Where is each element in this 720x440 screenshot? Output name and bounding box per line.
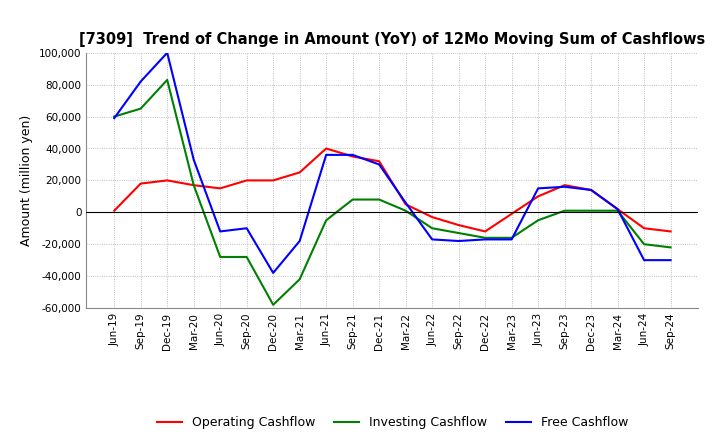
Investing Cashflow: [560, 208, 569, 213]
Operating Cashflow: [613, 206, 622, 212]
Investing Cashflow: [163, 77, 171, 83]
Free Cashflow: [348, 152, 357, 158]
Legend: Operating Cashflow, Investing Cashflow, Free Cashflow: Operating Cashflow, Investing Cashflow, …: [152, 411, 633, 434]
Free Cashflow: [454, 238, 463, 244]
Free Cashflow: [136, 79, 145, 84]
Free Cashflow: [534, 186, 542, 191]
Operating Cashflow: [163, 178, 171, 183]
Investing Cashflow: [428, 226, 436, 231]
Operating Cashflow: [454, 222, 463, 228]
Free Cashflow: [508, 237, 516, 242]
Line: Operating Cashflow: Operating Cashflow: [114, 149, 670, 231]
Free Cashflow: [269, 270, 277, 275]
Operating Cashflow: [481, 229, 490, 234]
Operating Cashflow: [401, 202, 410, 207]
Investing Cashflow: [666, 245, 675, 250]
Operating Cashflow: [243, 178, 251, 183]
Free Cashflow: [481, 237, 490, 242]
Investing Cashflow: [640, 242, 649, 247]
Y-axis label: Amount (million yen): Amount (million yen): [20, 115, 34, 246]
Free Cashflow: [613, 206, 622, 212]
Investing Cashflow: [613, 208, 622, 213]
Operating Cashflow: [269, 178, 277, 183]
Operating Cashflow: [587, 187, 595, 193]
Free Cashflow: [401, 200, 410, 205]
Line: Investing Cashflow: Investing Cashflow: [114, 80, 670, 305]
Operating Cashflow: [295, 170, 304, 175]
Investing Cashflow: [587, 208, 595, 213]
Operating Cashflow: [375, 159, 384, 164]
Investing Cashflow: [375, 197, 384, 202]
Operating Cashflow: [560, 183, 569, 188]
Free Cashflow: [322, 152, 330, 158]
Investing Cashflow: [295, 277, 304, 282]
Operating Cashflow: [428, 214, 436, 220]
Operating Cashflow: [640, 226, 649, 231]
Investing Cashflow: [454, 231, 463, 236]
Investing Cashflow: [348, 197, 357, 202]
Free Cashflow: [216, 229, 225, 234]
Operating Cashflow: [534, 194, 542, 199]
Investing Cashflow: [216, 254, 225, 260]
Investing Cashflow: [110, 114, 119, 119]
Operating Cashflow: [216, 186, 225, 191]
Investing Cashflow: [534, 218, 542, 223]
Free Cashflow: [560, 184, 569, 189]
Investing Cashflow: [322, 218, 330, 223]
Operating Cashflow: [508, 211, 516, 216]
Investing Cashflow: [481, 235, 490, 240]
Free Cashflow: [189, 157, 198, 162]
Investing Cashflow: [269, 302, 277, 308]
Free Cashflow: [163, 50, 171, 55]
Operating Cashflow: [136, 181, 145, 186]
Operating Cashflow: [666, 229, 675, 234]
Free Cashflow: [428, 237, 436, 242]
Operating Cashflow: [322, 146, 330, 151]
Operating Cashflow: [110, 208, 119, 213]
Operating Cashflow: [348, 154, 357, 159]
Free Cashflow: [295, 238, 304, 244]
Free Cashflow: [375, 162, 384, 167]
Free Cashflow: [587, 187, 595, 193]
Investing Cashflow: [508, 235, 516, 240]
Investing Cashflow: [243, 254, 251, 260]
Free Cashflow: [110, 116, 119, 121]
Title: [7309]  Trend of Change in Amount (YoY) of 12Mo Moving Sum of Cashflows: [7309] Trend of Change in Amount (YoY) o…: [79, 33, 706, 48]
Free Cashflow: [666, 257, 675, 263]
Investing Cashflow: [189, 183, 198, 188]
Line: Free Cashflow: Free Cashflow: [114, 53, 670, 273]
Investing Cashflow: [136, 106, 145, 111]
Operating Cashflow: [189, 183, 198, 188]
Free Cashflow: [243, 226, 251, 231]
Free Cashflow: [640, 257, 649, 263]
Investing Cashflow: [401, 208, 410, 213]
